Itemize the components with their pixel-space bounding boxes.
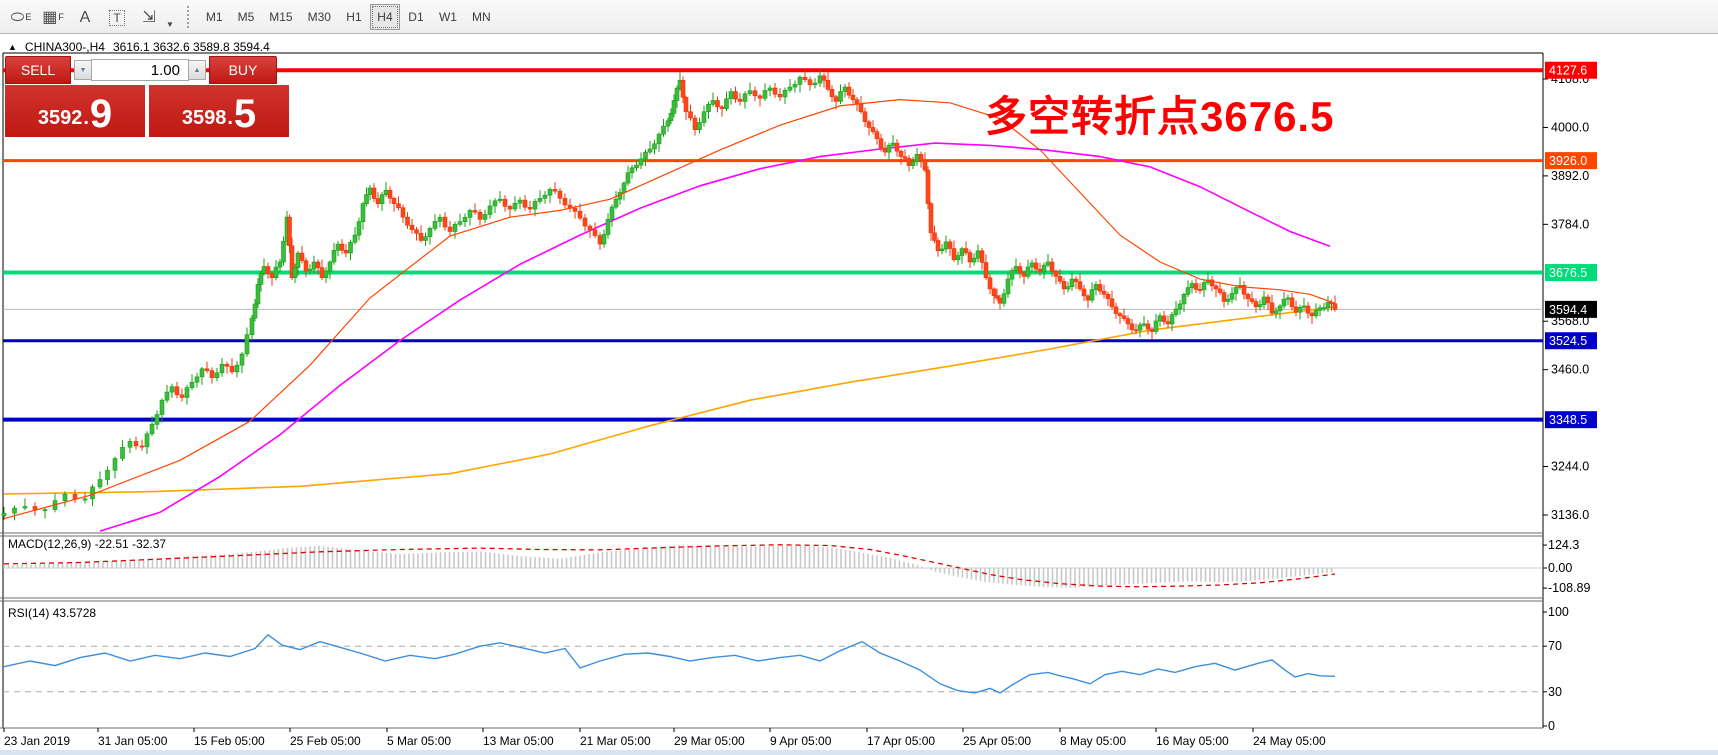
rsi-line bbox=[3, 633, 1336, 694]
timeframe-mn[interactable]: MN bbox=[471, 9, 491, 24]
macd-scale-label: -108.89 bbox=[1548, 581, 1590, 595]
bid-price[interactable]: 3592. 9 bbox=[5, 85, 145, 137]
ask-price[interactable]: 3598. 5 bbox=[149, 85, 289, 137]
price-tick-label: 4000.0 bbox=[1551, 120, 1589, 134]
rsi-indicator-label: RSI(14) 43.5728 bbox=[8, 606, 97, 620]
level-label-box-3926.0 bbox=[1545, 152, 1597, 170]
macd-scale-label: 124.3 bbox=[1548, 538, 1579, 552]
fibo-grid-icon: ▦ bbox=[42, 8, 58, 26]
macd-panel bbox=[3, 544, 1543, 588]
candles bbox=[1, 69, 1338, 521]
date-label: 25 Feb 05:00 bbox=[290, 734, 361, 748]
timeframe-m15[interactable]: M15 bbox=[269, 9, 293, 24]
text-label-icon: A bbox=[79, 8, 91, 26]
time-axis: 23 Jan 2019 31 Jan 05:00 15 Feb 05:00 25 Fe… bbox=[3, 728, 1326, 748]
rsi-scale-label: 70 bbox=[1548, 639, 1562, 653]
date-label: 5 Mar 05:00 bbox=[387, 734, 451, 748]
level-label-3524.5: 3524.5 bbox=[1549, 334, 1587, 348]
date-label: 13 Mar 05:00 bbox=[483, 734, 554, 748]
arrow-tools-icon: ⇲ bbox=[142, 8, 156, 26]
date-label: 23 Jan 2019 bbox=[4, 734, 70, 748]
date-label: 8 May 05:00 bbox=[1060, 734, 1126, 748]
macd-scale-label: 0.00 bbox=[1548, 561, 1572, 575]
spinner-up-icon: ▲ bbox=[193, 66, 201, 74]
timeframe-h1[interactable]: H1 bbox=[346, 9, 362, 24]
volume-increase-button[interactable]: ▲ bbox=[189, 60, 206, 80]
level-label-box-4127.6 bbox=[1545, 61, 1597, 79]
price-tick-label: 3460.0 bbox=[1551, 363, 1589, 377]
symbol-timeframe: CHINA300-,H4 bbox=[24, 40, 105, 54]
rsi-panel bbox=[3, 633, 1543, 694]
macd-signal-line bbox=[3, 544, 1336, 588]
chart-title: ▲ CHINA300-,H4 3616.1 3632.6 3589.8 3594… bbox=[8, 40, 270, 54]
price-tick-label: 3244.0 bbox=[1551, 460, 1589, 474]
timeframe-m1[interactable]: M1 bbox=[205, 9, 223, 24]
rsi-scale-label: 100 bbox=[1548, 605, 1569, 619]
ellipse-tool-icon: ⬭ bbox=[10, 8, 25, 26]
volume-decrease-button[interactable]: ▼ bbox=[74, 60, 91, 80]
price-tick-label: 3136.0 bbox=[1551, 508, 1589, 522]
toolbar-separator bbox=[185, 4, 191, 29]
sell-button[interactable]: SELL bbox=[5, 56, 71, 84]
price-axis: 4108.04000.03892.03784.03568.03460.03244… bbox=[1543, 61, 1597, 733]
toolbar: ⬭ E ▦ F A T ⇲ ▼ M1 M5 M15 M30 H1 H4 D1 W1 … bbox=[0, 0, 1718, 34]
macd-indicator-label: MACD(12,26,9) -22.51 -32.37 bbox=[8, 537, 167, 551]
level-label-4127.6: 4127.6 bbox=[1549, 64, 1587, 78]
text-tool-icon: T bbox=[109, 9, 125, 26]
date-label: 29 Mar 05:00 bbox=[674, 734, 745, 748]
ma-mid bbox=[99, 142, 1331, 532]
ma-fast bbox=[3, 98, 1336, 520]
ohlc-values: 3616.1 3632.6 3589.8 3594.4 bbox=[112, 40, 270, 54]
rsi-scale-label: 30 bbox=[1548, 685, 1562, 699]
timeframe-m5[interactable]: M5 bbox=[237, 9, 255, 24]
rsi-scale-label: 0 bbox=[1548, 719, 1555, 733]
volume-input[interactable]: 1.00 bbox=[91, 59, 189, 81]
timeframe-h4[interactable]: H4 bbox=[369, 3, 400, 30]
level-label-box-3524.5 bbox=[1545, 332, 1597, 350]
text-tool-button[interactable]: T bbox=[102, 4, 132, 30]
level-label-box-3594.4 bbox=[1545, 300, 1597, 318]
level-label-3676.5: 3676.5 bbox=[1549, 266, 1587, 280]
price-tick-label: 3892.0 bbox=[1551, 169, 1589, 183]
ellipse-tool-button[interactable]: ⬭ E bbox=[6, 4, 36, 30]
date-label: 31 Jan 05:00 bbox=[98, 734, 168, 748]
chart-annotation-text: 多空转折点3676.5 bbox=[985, 93, 1335, 140]
arrow-tools-button[interactable]: ⇲ bbox=[134, 4, 164, 30]
level-lines bbox=[3, 68, 1543, 422]
spinner-down-icon: ▼ bbox=[79, 66, 87, 74]
level-label-3348.5: 3348.5 bbox=[1549, 413, 1587, 427]
text-label-tool-button[interactable]: A bbox=[70, 4, 100, 30]
chart-window: 4108.0 4000.0 3892.0 3784.0 3568.0 3460.0 3244… bbox=[0, 35, 1718, 755]
price-tick-label: 3784.0 bbox=[1551, 217, 1589, 231]
ma-slow bbox=[3, 306, 1336, 495]
date-label: 9 Apr 05:00 bbox=[770, 734, 832, 748]
timeframe-d1[interactable]: D1 bbox=[408, 9, 424, 24]
level-label-3594.4: 3594.4 bbox=[1549, 303, 1587, 317]
one-click-trade-panel: SELL ▼ 1.00 ▲ BUY 3592. 9 3598. 5 bbox=[5, 55, 289, 137]
date-label: 24 May 05:00 bbox=[1253, 734, 1326, 748]
level-label-box-3348.5 bbox=[1545, 411, 1597, 429]
window-bottom-edge bbox=[0, 750, 1718, 755]
collapse-triangle-icon[interactable]: ▲ bbox=[8, 42, 17, 52]
level-label-box-3676.5 bbox=[1545, 264, 1597, 282]
timeframe-m30[interactable]: M30 bbox=[307, 9, 331, 24]
date-label: 15 Feb 05:00 bbox=[194, 734, 265, 748]
fibo-grid-tool-button[interactable]: ▦ F bbox=[38, 4, 68, 30]
price-divider bbox=[145, 85, 149, 137]
timeframe-w1[interactable]: W1 bbox=[438, 9, 457, 24]
date-label: 17 Apr 05:00 bbox=[867, 734, 935, 748]
level-label-3926.0: 3926.0 bbox=[1549, 154, 1587, 168]
buy-button[interactable]: BUY bbox=[209, 56, 277, 84]
date-label: 21 Mar 05:00 bbox=[580, 734, 651, 748]
date-label: 16 May 05:00 bbox=[1156, 734, 1229, 748]
date-label: 25 Apr 05:00 bbox=[963, 734, 1031, 748]
arrow-tools-dropdown-caret[interactable]: ▼ bbox=[166, 20, 174, 29]
